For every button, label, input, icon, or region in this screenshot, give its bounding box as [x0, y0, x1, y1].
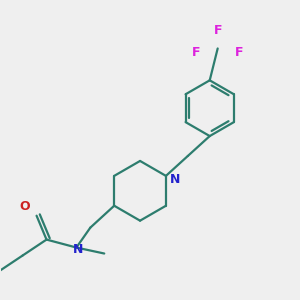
- Text: F: F: [191, 46, 200, 59]
- Text: N: N: [73, 243, 84, 256]
- Text: F: F: [235, 46, 244, 59]
- Text: O: O: [19, 200, 30, 213]
- Text: F: F: [213, 24, 222, 37]
- Text: N: N: [170, 173, 180, 186]
